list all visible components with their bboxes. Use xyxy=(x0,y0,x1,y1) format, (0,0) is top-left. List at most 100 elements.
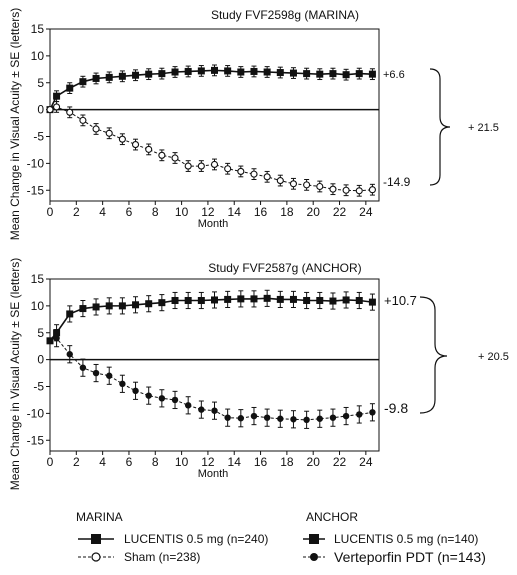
end-label-lucentis: +6.6 xyxy=(383,69,405,81)
data-point xyxy=(158,395,166,402)
data-point xyxy=(131,141,140,149)
data-point xyxy=(197,162,205,170)
data-point xyxy=(329,70,337,78)
data-point xyxy=(355,187,363,195)
data-point xyxy=(356,411,363,418)
data-point xyxy=(276,69,284,77)
data-point xyxy=(263,68,271,76)
legend-title: MARINA xyxy=(76,510,123,524)
data-point xyxy=(105,73,113,81)
data-point xyxy=(289,180,298,188)
x-tick-label: 14 xyxy=(228,205,242,219)
data-point xyxy=(329,414,337,421)
y-tick-label: 10 xyxy=(31,299,45,313)
data-point xyxy=(158,151,166,159)
data-point xyxy=(158,299,166,307)
data-point xyxy=(369,409,376,416)
data-point xyxy=(184,297,192,304)
marina-chart: Study FVF2598g (MARINA) Mean Change in V… xyxy=(8,8,499,240)
x-tick-label: 4 xyxy=(99,205,106,219)
data-point xyxy=(237,68,245,76)
legend-item: Sham (n=238) xyxy=(76,548,268,566)
x-tick-label: 16 xyxy=(254,205,268,219)
difference-bracket xyxy=(419,296,448,414)
data-point xyxy=(105,302,113,310)
data-point xyxy=(316,70,324,78)
x-tick-label: 12 xyxy=(201,455,215,469)
y-tick-label: -15 xyxy=(27,433,45,447)
data-point xyxy=(53,334,60,342)
data-point xyxy=(277,415,284,422)
annotations: +10.7 -9.8 + 20.5 xyxy=(384,293,509,416)
y-axis-label: Mean Change in Visual Acuity ± SE (lette… xyxy=(8,258,22,490)
data-point xyxy=(211,66,218,74)
data-point xyxy=(53,92,61,100)
filled-circle-marker-icon xyxy=(303,553,325,561)
x-tick-label: 18 xyxy=(280,455,294,469)
data-point xyxy=(250,67,258,75)
data-point xyxy=(132,387,139,394)
difference-bracket xyxy=(429,68,451,186)
data-point xyxy=(184,162,192,170)
data-point xyxy=(355,70,363,78)
legend-label: Sham (n=238) xyxy=(124,550,201,564)
legend-label: Verteporfin PDT (n=143) xyxy=(334,549,486,565)
anchor-chart: Study FVF2587g (ANCHOR) Mean Change in V… xyxy=(8,258,509,490)
data-point xyxy=(303,70,311,78)
data-point xyxy=(79,364,87,371)
series-group xyxy=(46,64,376,197)
x-tick-label: 18 xyxy=(280,205,294,219)
data-point xyxy=(46,106,54,114)
data-point xyxy=(224,165,232,173)
x-tick-label: 22 xyxy=(333,205,347,219)
data-point xyxy=(263,294,271,302)
data-point xyxy=(224,67,232,75)
y-tick-label: -5 xyxy=(33,380,44,394)
x-tick-label: 6 xyxy=(126,205,133,219)
data-point xyxy=(66,108,74,116)
data-point xyxy=(316,415,323,422)
y-axis-label: Mean Change in Visual Acuity ± SE (lette… xyxy=(8,8,22,240)
data-point xyxy=(171,297,179,304)
difference-label: + 20.5 xyxy=(478,351,509,363)
data-point xyxy=(105,129,113,137)
data-point xyxy=(316,182,324,191)
x-tick-label: 2 xyxy=(73,455,80,469)
data-point xyxy=(237,167,245,175)
data-point xyxy=(197,67,205,75)
data-point xyxy=(145,300,153,308)
data-point xyxy=(79,78,87,86)
y-tick-label: -15 xyxy=(27,183,45,197)
data-point xyxy=(303,181,311,189)
data-point xyxy=(263,173,271,181)
data-point xyxy=(171,154,179,162)
data-point xyxy=(368,70,376,78)
open-circle-marker-icon xyxy=(78,552,114,562)
data-point xyxy=(106,372,113,379)
plot-frame xyxy=(49,28,380,202)
data-point xyxy=(66,84,74,92)
plot-frame xyxy=(49,278,380,452)
legend-item: LUCENTIS 0.5 mg (n=240) xyxy=(76,530,268,548)
data-point xyxy=(132,71,140,79)
legend-anchor: ANCHOR LUCENTIS 0.5 mg (n=140) Verteporf… xyxy=(302,510,486,566)
x-tick-label: 20 xyxy=(307,455,321,469)
data-point xyxy=(92,369,100,377)
filled-square-marker-icon xyxy=(78,534,114,544)
data-point xyxy=(46,337,54,345)
data-point xyxy=(92,125,100,133)
y-tick-label: -10 xyxy=(27,406,45,420)
difference-label: + 21.5 xyxy=(468,122,499,134)
x-tick-label: 4 xyxy=(99,455,106,469)
data-point xyxy=(118,72,126,80)
legend-item: Verteporfin PDT (n=143) xyxy=(302,548,486,566)
filled-square-marker-icon xyxy=(303,534,325,544)
x-tick-label: 24 xyxy=(359,455,373,469)
data-point xyxy=(197,297,205,304)
x-tick-label: 22 xyxy=(333,455,347,469)
x-tick-label: 16 xyxy=(254,455,268,469)
data-point xyxy=(224,295,232,303)
chart-title: Study FVF2587g (ANCHOR) xyxy=(208,261,361,275)
x-tick-label: 0 xyxy=(47,205,54,219)
